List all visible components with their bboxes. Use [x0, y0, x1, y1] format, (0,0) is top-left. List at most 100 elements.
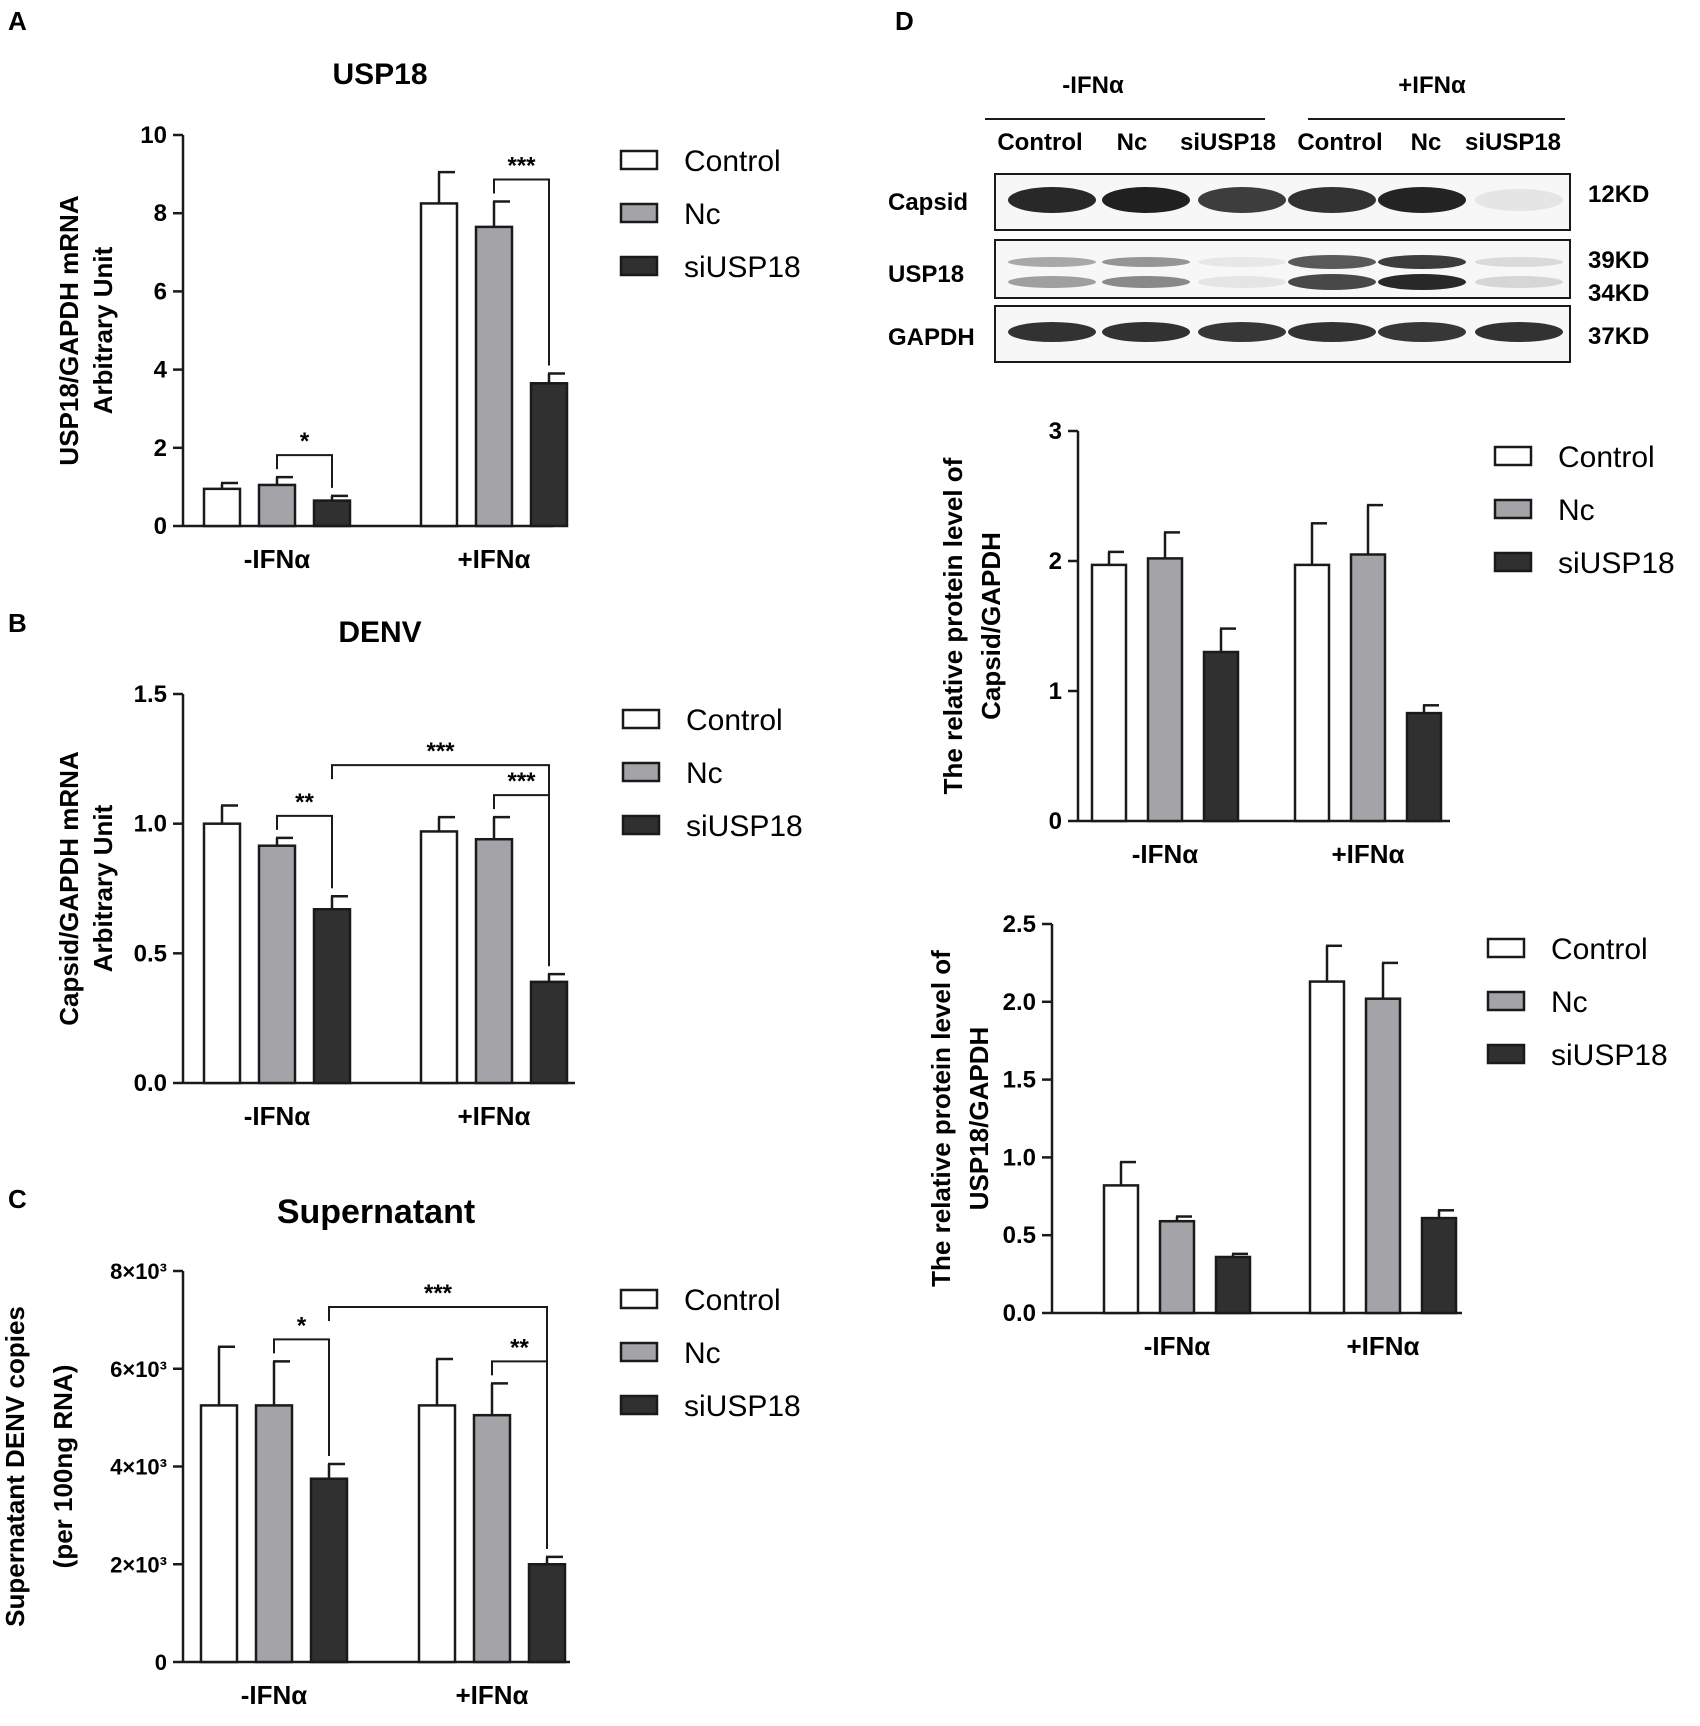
- blot-band: [1008, 187, 1096, 213]
- blot-lane-label: Control: [1297, 129, 1382, 156]
- y-tick-label: 2.5: [1003, 911, 1036, 938]
- x-tick-label: -IFNα: [244, 544, 311, 574]
- y-tick-label: 1.0: [134, 811, 167, 838]
- blot-band: [1102, 257, 1190, 267]
- y-tick-label: 2: [1049, 548, 1062, 575]
- bar-siusp18: [312, 499, 352, 528]
- significance-label: *: [297, 1312, 307, 1339]
- x-tick-label: +IFNα: [457, 544, 530, 574]
- legend-swatch: [619, 1394, 659, 1416]
- legend-swatch: [619, 149, 659, 171]
- bar-nc: [1158, 1219, 1196, 1315]
- blot-size-label: 37KD: [1588, 323, 1649, 350]
- legend-label: Nc: [1558, 494, 1595, 527]
- blot-band: [1198, 187, 1286, 213]
- y-axis-label: USP18/GAPDH: [964, 1027, 994, 1211]
- y-tick-label: 4: [154, 357, 168, 384]
- x-tick-label: -IFNα: [1132, 839, 1199, 869]
- bar-siusp18: [529, 382, 569, 528]
- blot-band: [1198, 257, 1286, 267]
- y-tick-label: 4×10³: [110, 1455, 167, 1480]
- blot-band: [1008, 257, 1096, 267]
- bar-nc: [257, 844, 297, 1085]
- y-tick-label: 1: [1049, 678, 1062, 705]
- legend-label: siUSP18: [686, 810, 803, 843]
- significance-label: **: [295, 789, 314, 816]
- legend-label: Control: [686, 704, 783, 737]
- panel-letter-b: B: [8, 608, 27, 638]
- blot-size-label: 34KD: [1588, 280, 1649, 307]
- significance-label: **: [510, 1334, 529, 1361]
- legend-swatch: [621, 814, 661, 836]
- bar-control: [1102, 1184, 1140, 1315]
- y-tick-label: 3: [1049, 418, 1062, 445]
- blot-band: [1102, 276, 1190, 288]
- bar-nc: [1349, 553, 1387, 823]
- bar-nc: [254, 1404, 294, 1664]
- legend-swatch: [619, 202, 659, 224]
- bar-control: [199, 1404, 239, 1664]
- blot-band: [1378, 187, 1466, 213]
- bar-siusp18: [309, 1477, 349, 1664]
- blot-lane-label: Nc: [1117, 129, 1148, 156]
- bar-siusp18: [1405, 711, 1443, 823]
- legend-label: Nc: [684, 1337, 721, 1370]
- legend-swatch: [619, 255, 659, 277]
- legend-label: Control: [684, 145, 781, 178]
- y-tick-label: 1.5: [1003, 1067, 1036, 1094]
- blot-lane-label: siUSP18: [1180, 129, 1276, 156]
- blot-band: [1288, 255, 1376, 269]
- y-tick-label: 2.0: [1003, 989, 1036, 1016]
- y-tick-label: 0: [155, 1650, 167, 1675]
- blot-size-label: 39KD: [1588, 247, 1649, 274]
- y-tick-label: 10: [140, 122, 167, 149]
- panel-letter-a: A: [8, 6, 27, 36]
- significance-bracket: [273, 1338, 330, 1457]
- y-tick-label: 8×10³: [110, 1259, 167, 1284]
- blot-band: [1102, 322, 1190, 342]
- y-axis-label: Capsid/GAPDH: [976, 532, 1006, 720]
- chart-capsid-protein: The relative protein level of Capsid/GAPD…: [938, 418, 1675, 869]
- x-tick-label: +IFNα: [457, 1101, 530, 1131]
- blot-band: [1288, 274, 1376, 290]
- y-tick-label: 2×10³: [110, 1552, 167, 1577]
- chart-supernatant-copies: Supernatant Supernatant DENV copies (per 1…: [0, 1193, 801, 1710]
- bar-siusp18: [1202, 650, 1240, 823]
- bar-control: [419, 202, 459, 528]
- bar-nc: [1146, 557, 1184, 823]
- y-axis-label: Arbitrary Unit: [88, 804, 118, 972]
- chart-title: USP18: [332, 58, 427, 91]
- blot-band: [1288, 187, 1376, 213]
- western-blot: -IFNα +IFNα Control Nc siUSP18 Control N…: [888, 72, 1649, 363]
- blot-band: [1378, 255, 1466, 269]
- x-tick-label: +IFNα: [1331, 839, 1404, 869]
- y-tick-label: 0: [154, 513, 167, 540]
- bar-nc: [1364, 997, 1402, 1315]
- significance-label: ***: [424, 1280, 453, 1307]
- legend-label: siUSP18: [684, 251, 801, 284]
- blot-lane-label: siUSP18: [1465, 129, 1561, 156]
- legend-swatch: [619, 1288, 659, 1310]
- bar-nc: [474, 225, 514, 528]
- legend-label: Control: [1558, 441, 1655, 474]
- blot-band: [1198, 322, 1286, 342]
- y-axis-label: Supernatant DENV copies: [0, 1306, 30, 1627]
- chart-denv-capsid-mrna: DENV Capsid/GAPDH mRNA Arbitrary Unit 0.0 0.…: [54, 616, 803, 1131]
- legend-swatch: [1493, 551, 1533, 573]
- legend-swatch: [1493, 445, 1533, 467]
- blot-size-label: 12KD: [1588, 181, 1649, 208]
- panel-letter-c: C: [8, 1184, 27, 1214]
- y-tick-label: 8: [154, 200, 167, 227]
- legend-label: Control: [684, 1284, 781, 1317]
- y-axis-label: Capsid/GAPDH mRNA: [54, 751, 84, 1026]
- blot-band: [1378, 274, 1466, 290]
- significance-bracket: [491, 1360, 548, 1549]
- bar-control: [1293, 563, 1331, 823]
- legend-swatch: [1493, 498, 1533, 520]
- blot-band: [1102, 187, 1190, 213]
- blot-band: [1288, 322, 1376, 342]
- significance-label: *: [300, 428, 310, 455]
- y-tick-label: 1.5: [134, 681, 167, 708]
- x-tick-label: +IFNα: [1346, 1331, 1419, 1361]
